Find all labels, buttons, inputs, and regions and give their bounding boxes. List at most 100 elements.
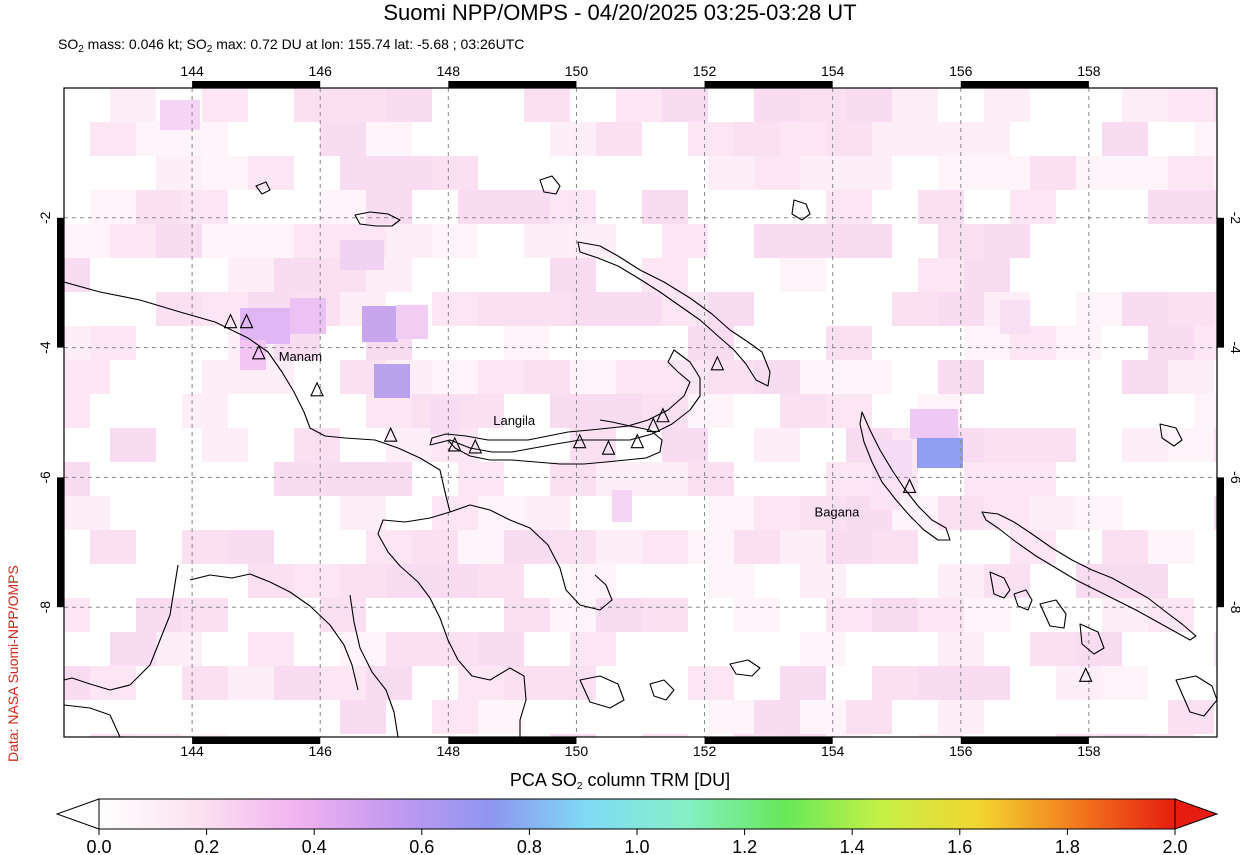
frame-bar-left <box>57 477 64 608</box>
so2-pixel <box>274 258 320 292</box>
lon-tick-label-bottom: 146 <box>309 743 333 759</box>
so2-pixel <box>412 530 458 564</box>
so2-pixel <box>64 462 90 496</box>
so2-pixel <box>1214 292 1217 326</box>
lon-tick-label-top: 144 <box>180 63 204 79</box>
so2-pixel <box>478 564 524 598</box>
so2-pixel <box>826 462 872 496</box>
coastline-path <box>859 411 951 541</box>
frame-bar-bottom <box>960 737 1089 744</box>
so2-pixel <box>780 394 826 428</box>
so2-pixel <box>1148 734 1194 737</box>
so2-pixel <box>366 462 412 496</box>
lon-tick-label-bottom: 148 <box>437 743 461 759</box>
so2-pixel <box>524 360 570 394</box>
so2-pixel <box>596 598 642 632</box>
so2-pixel <box>846 224 892 258</box>
so2-pixel <box>662 360 708 394</box>
so2-pixel <box>340 564 386 598</box>
so2-pixel <box>1010 190 1056 224</box>
so2-pixel <box>708 292 754 326</box>
so2-pixel <box>800 360 846 394</box>
so2-pixel <box>478 632 524 666</box>
so2-pixel <box>826 394 872 428</box>
so2-pixel <box>780 666 826 700</box>
map-frame <box>63 87 1218 738</box>
map-subtitle: SO2 mass: 0.046 kt; SO2 max: 0.72 DU at … <box>58 35 524 59</box>
coastline-path <box>349 594 399 737</box>
so2-pixel <box>1122 88 1168 122</box>
so2-pixel <box>800 496 846 530</box>
so2-pixel <box>918 666 964 700</box>
so2-pixel <box>550 394 596 428</box>
volcano-marker <box>572 433 587 449</box>
so2-pixel <box>800 564 846 598</box>
so2-pixel-enhanced <box>362 306 398 342</box>
volcano-label-langila: Langila <box>493 413 536 428</box>
so2-pixel <box>800 632 846 666</box>
so2-pixel <box>550 666 596 700</box>
so2-pixel-enhanced <box>870 480 900 510</box>
colorbar-tick-label: 0.6 <box>409 837 434 855</box>
lat-tick-label-right: -4 <box>1228 341 1240 354</box>
so2-pixel <box>984 428 1030 462</box>
so2-pixel <box>64 598 90 632</box>
volcano-marker-langila <box>468 438 483 454</box>
frame-bar-left <box>57 217 64 348</box>
volcano-marker <box>239 313 254 329</box>
colorbar-tick-label: 1.4 <box>840 837 865 855</box>
so2-pixel <box>846 700 892 734</box>
lon-tick-label-bottom: 144 <box>180 743 204 759</box>
so2-pixel <box>1194 394 1217 428</box>
so2-pixel <box>524 224 570 258</box>
colorbar-title-suffix: column TRM [DU] <box>582 770 731 790</box>
so2-pixel <box>64 394 90 428</box>
so2-pixel <box>1030 632 1076 666</box>
so2-pixel <box>504 666 550 700</box>
so2-pixel <box>1168 292 1214 326</box>
so2-pixel <box>478 496 524 530</box>
so2-pixel <box>340 88 386 122</box>
so2-max-prefix: SO <box>186 36 207 52</box>
so2-pixel <box>182 530 228 564</box>
so2-pixel <box>596 394 642 428</box>
so2-pixel <box>754 428 800 462</box>
colorbar-tick-label: 1.0 <box>624 837 649 855</box>
lat-tick-label-left: -4 <box>37 341 53 354</box>
volcano-label-manam: Manam <box>279 349 322 364</box>
frame-bar-top <box>960 81 1089 88</box>
so2-pixel <box>984 88 1030 122</box>
colorbar-tick-label: 0.0 <box>86 837 111 855</box>
so2-pixel <box>688 122 734 156</box>
volcano-markers: Manam Langila Bagana <box>223 313 1093 682</box>
so2-pixel <box>248 632 294 666</box>
so2-pixel <box>274 462 320 496</box>
so2-pixel <box>294 88 340 122</box>
so2-pixel <box>110 88 156 122</box>
so2-pixel <box>110 224 156 258</box>
lon-tick-label-top: 150 <box>565 63 589 79</box>
so2-pixel <box>1102 666 1148 700</box>
so2-pixel <box>754 156 800 190</box>
so2-pixel <box>504 598 550 632</box>
so2-pixel <box>478 360 524 394</box>
so2-pixel <box>780 734 826 737</box>
coastline-path <box>989 571 1011 599</box>
lon-tick-label-bottom: 152 <box>693 743 717 759</box>
so2-pixel <box>872 530 918 564</box>
so2-pixel <box>662 88 708 122</box>
so2-pixel <box>642 734 688 737</box>
so2-pixel <box>734 734 780 737</box>
volcano-marker <box>710 355 725 371</box>
so2-pixel <box>642 598 688 632</box>
so2-pixel <box>734 122 780 156</box>
so2-pixel <box>918 258 964 292</box>
so2-pixel <box>800 88 846 122</box>
so2-pixel <box>1056 666 1102 700</box>
colorbar-gradient <box>98 798 1176 830</box>
so2-mass-subscript: 2 <box>78 44 84 55</box>
so2-pixel <box>892 88 938 122</box>
frame-bar-bottom <box>448 737 577 744</box>
so2-pixel <box>228 666 274 700</box>
coastline-path <box>1013 589 1033 611</box>
